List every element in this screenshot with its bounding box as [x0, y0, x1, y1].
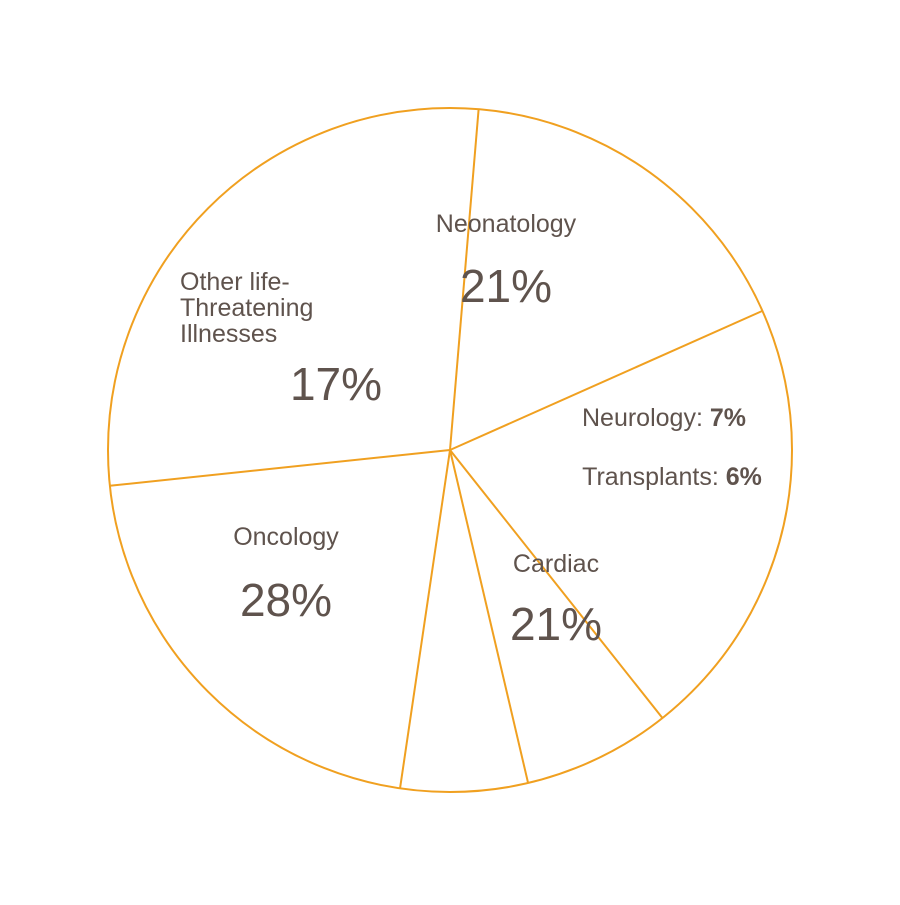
- slice-label-other-life-threatening-illnesses: Illnesses: [180, 320, 277, 348]
- slice-percentage-other-life-threatening-illnesses: 17%: [290, 358, 382, 410]
- slice-label-cardiac: Cardiac: [513, 550, 599, 578]
- slice-divider: [449, 449, 530, 784]
- pie-slice-other-life-threatening-illnesses: [450, 109, 763, 451]
- slice-label-other-life-threatening-illnesses: Other life-: [180, 268, 290, 296]
- slice-divider: [449, 309, 763, 451]
- slice-percentage-neonatology: 21%: [460, 260, 552, 312]
- slice-label-neonatology: Neonatology: [436, 210, 577, 238]
- slice-label-transplants: Transplants: 6%: [582, 463, 762, 491]
- slice-percentage-cardiac: 21%: [510, 598, 602, 650]
- pie-outline: [107, 107, 793, 793]
- slice-label-neurology: Neurology: 7%: [582, 404, 746, 432]
- percentage-label: 7%: [710, 404, 746, 432]
- slice-divider: [449, 449, 664, 719]
- percentage-label: 6%: [726, 463, 762, 491]
- pie-slice-cardiac: [109, 450, 451, 789]
- slice-label-other-life-threatening-illnesses: Threatening: [180, 294, 313, 322]
- slice-percentage-oncology: 28%: [240, 574, 332, 626]
- pie-slice-oncology: [108, 107, 479, 486]
- slice-divider: [449, 109, 480, 451]
- category-name: Neurology:: [582, 404, 710, 432]
- slice-label-oncology: Oncology: [233, 523, 339, 551]
- pie-slice-neurology: [450, 450, 663, 783]
- slice-divider: [399, 449, 451, 789]
- pie-slice-transplants: [400, 450, 529, 792]
- category-name: Transplants:: [582, 463, 726, 491]
- slice-divider: [109, 449, 451, 487]
